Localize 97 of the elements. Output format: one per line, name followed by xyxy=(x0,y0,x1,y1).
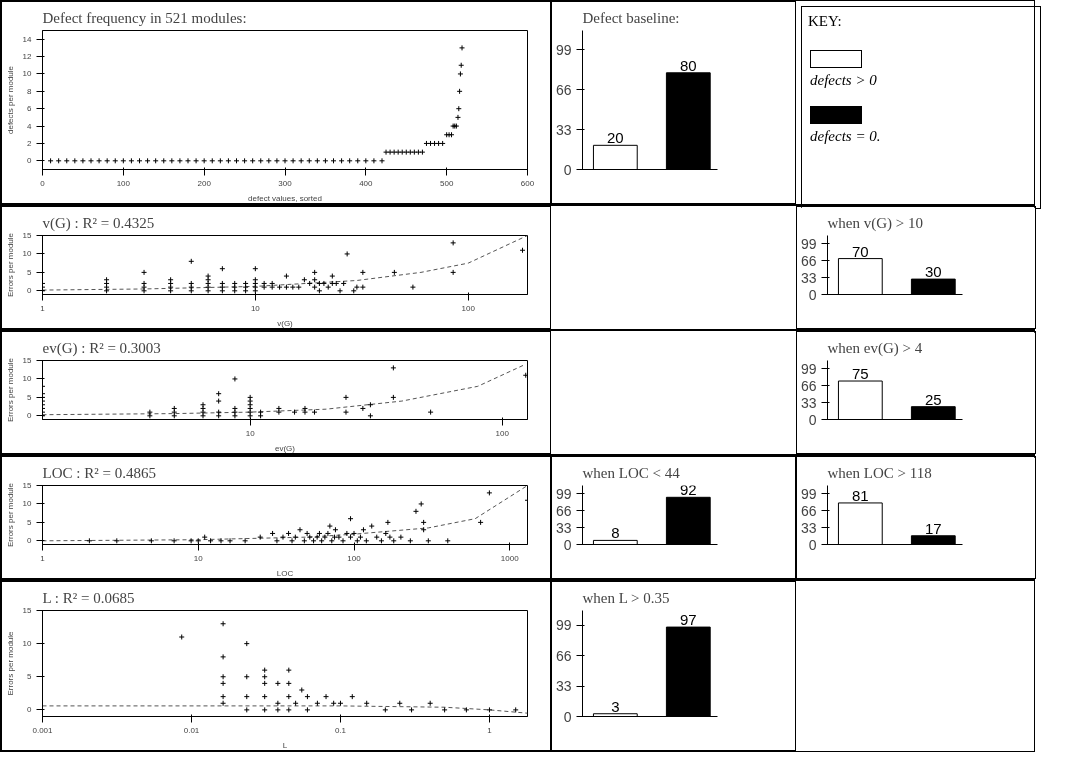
text: KEY: xyxy=(807,12,843,31)
y-axis-title: Errors per module xyxy=(5,232,15,298)
y-tick-label: 33 xyxy=(555,519,572,536)
text: defects = 0. xyxy=(810,126,881,146)
y-axis-title: Errors per module xyxy=(5,357,15,423)
chart-title: v(G) : R² = 0.4325 xyxy=(42,214,155,232)
x-tick-label: 400 xyxy=(359,178,374,188)
x-tick-label: 100 xyxy=(116,178,131,188)
y-tick-label: 15 xyxy=(22,231,33,240)
chart-title: when LOC > 118 xyxy=(827,464,932,481)
x-tick-label: 100 xyxy=(461,303,476,313)
x-tick-label: 0.1 xyxy=(334,725,347,735)
data-label: 92 xyxy=(679,481,697,499)
y-tick-label: 15 xyxy=(22,481,33,490)
data-label: 8 xyxy=(611,524,620,542)
y-tick-label: 33 xyxy=(555,121,572,138)
data-label: 80 xyxy=(679,56,697,74)
y-tick-label: 0 xyxy=(27,705,33,715)
chart-title: when L > 0.35 xyxy=(582,589,670,606)
y-tick-label: 12 xyxy=(22,52,33,62)
y-tick-label: 0 xyxy=(27,156,33,166)
x-axis-title: ev(G) xyxy=(275,443,296,453)
y-axis-title: Errors per module xyxy=(5,630,15,696)
x-tick-label: 600 xyxy=(520,178,535,188)
y-tick-label: 5 xyxy=(27,517,33,527)
x-tick-label: 100 xyxy=(495,428,510,438)
data-label: 75 xyxy=(852,365,869,383)
y-tick-label: 33 xyxy=(800,269,817,286)
x-axis-title: L xyxy=(282,740,288,750)
x-tick-label: 1000 xyxy=(500,553,520,563)
data-label: 81 xyxy=(852,486,869,504)
x-tick-label: 1 xyxy=(487,725,493,735)
y-tick-label: 10 xyxy=(22,499,33,509)
y-tick-label: 66 xyxy=(555,647,572,664)
x-tick-label: 1 xyxy=(40,303,46,313)
x-tick-label: 10 xyxy=(250,303,261,313)
y-tick-label: 10 xyxy=(22,374,33,384)
y-tick-label: 5 xyxy=(27,267,33,277)
y-tick-label: 5 xyxy=(27,672,33,682)
data-label: 30 xyxy=(924,263,942,281)
y-tick-label: 10 xyxy=(22,69,33,79)
y-tick-label: 2 xyxy=(27,138,33,148)
x-tick-label: 300 xyxy=(278,178,293,188)
data-label: 3 xyxy=(611,697,620,715)
x-tick-label: 500 xyxy=(439,178,454,188)
y-tick-label: 8 xyxy=(27,86,33,96)
chart-title: when v(G) > 10 xyxy=(827,214,924,232)
x-tick-label: 0.001 xyxy=(32,725,54,735)
x-axis-title: LOC xyxy=(276,568,294,578)
y-tick-label: 99 xyxy=(555,41,572,58)
y-tick-label: 6 xyxy=(27,104,33,114)
y-axis-title: defects per module xyxy=(5,65,15,135)
y-tick-label: 66 xyxy=(555,502,572,519)
y-axis-title: Errors per module xyxy=(5,482,15,548)
y-tick-label: 0 xyxy=(27,411,33,421)
data-label: 17 xyxy=(924,519,942,537)
x-tick-label: 1 xyxy=(40,553,46,563)
y-tick-label: 14 xyxy=(22,34,33,44)
y-tick-label: 4 xyxy=(27,121,33,131)
x-tick-label: 10 xyxy=(193,553,204,563)
y-tick-label: 10 xyxy=(22,249,33,259)
y-tick-label: 99 xyxy=(800,360,817,377)
y-tick-label: 99 xyxy=(800,485,817,502)
x-tick-label: 0 xyxy=(40,178,46,188)
chart-title: ev(G) : R² = 0.3003 xyxy=(42,339,161,357)
y-tick-label: 15 xyxy=(22,356,33,365)
y-tick-label: 33 xyxy=(555,678,572,695)
text: defects > 0 xyxy=(810,71,878,91)
y-tick-label: 5 xyxy=(27,392,33,402)
y-tick-label: 10 xyxy=(22,639,33,649)
y-tick-label: 66 xyxy=(800,377,817,394)
y-tick-label: 0 xyxy=(27,536,33,546)
chart-title: LOC : R² = 0.4865 xyxy=(42,464,156,481)
data-label: 25 xyxy=(924,390,942,408)
y-tick-label: 66 xyxy=(555,81,572,98)
x-tick-label: 200 xyxy=(197,178,212,188)
y-tick-label: 99 xyxy=(800,235,817,252)
y-tick-label: 66 xyxy=(800,502,817,519)
y-tick-label: 66 xyxy=(800,252,817,269)
x-tick-label: 0.01 xyxy=(183,725,200,735)
y-tick-label: 33 xyxy=(800,394,817,411)
chart-title: L : R² = 0.0685 xyxy=(42,589,135,606)
chart-title: when LOC < 44 xyxy=(582,464,681,481)
data-label: 70 xyxy=(852,242,869,260)
data-label: 20 xyxy=(607,129,624,147)
x-tick-label: 100 xyxy=(347,553,362,563)
y-tick-label: 99 xyxy=(555,617,572,634)
chart-title: Defect baseline: xyxy=(582,9,680,26)
x-axis-title: defect values, sorted xyxy=(248,193,322,203)
chart-title: when ev(G) > 4 xyxy=(827,339,923,357)
y-tick-label: 99 xyxy=(555,485,572,502)
y-tick-label: 33 xyxy=(800,519,817,536)
y-tick-label: 0 xyxy=(27,286,33,296)
chart-title: Defect frequency in 521 modules: xyxy=(42,9,247,26)
data-label: 97 xyxy=(679,611,697,629)
y-tick-label: 15 xyxy=(22,606,33,615)
x-axis-title: v(G) xyxy=(277,318,294,328)
